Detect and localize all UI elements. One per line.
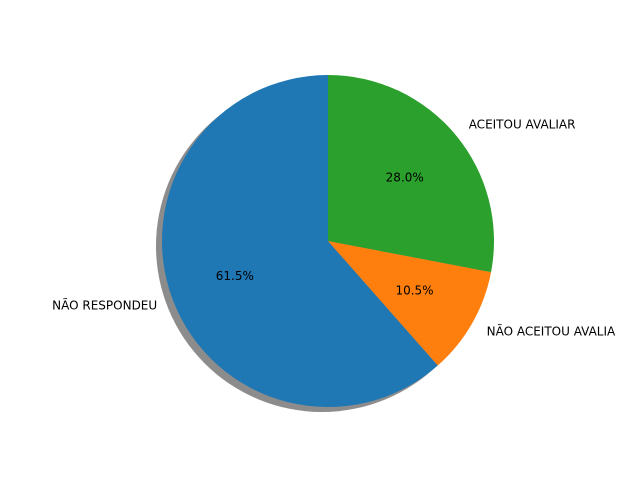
pie-category-label: ACEITOU AVALIAR <box>469 118 576 132</box>
pie-slice <box>161 75 438 407</box>
pie-percent-label: 28.0% <box>386 171 424 185</box>
pie-category-label: NÃO ACEITOU AVALIA <box>487 323 616 338</box>
pie-category-labels: NÃO RESPONDEU NÃO ACEITOU AVALIA ACEITOU A… <box>52 118 616 339</box>
pie-percent-label: 10.5% <box>395 283 433 297</box>
pie-percent-labels: 61.5% 10.5% 28.0% <box>216 171 434 298</box>
pie-slices <box>161 75 494 407</box>
pie-percent-label: 61.5% <box>216 269 254 283</box>
pie-slice <box>328 75 494 273</box>
pie-category-label: NÃO RESPONDEU <box>52 298 157 313</box>
pie-slice <box>328 241 492 366</box>
